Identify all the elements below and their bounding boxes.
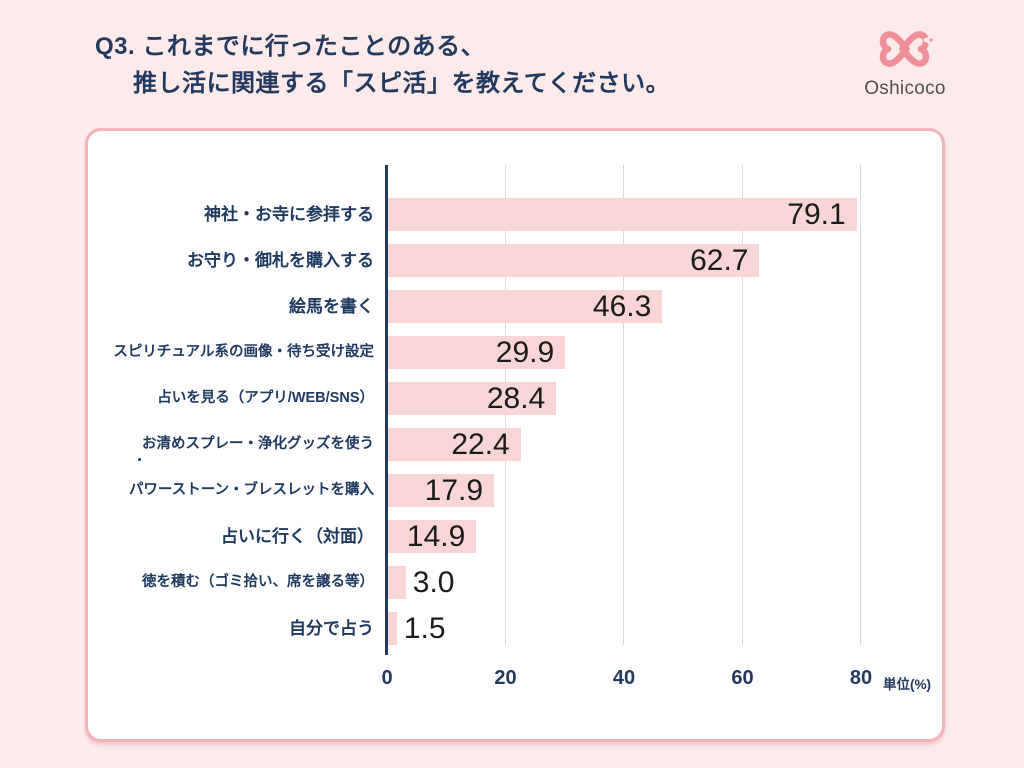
y-axis-line: [385, 165, 388, 655]
category-label: 占いを見る（アプリ/WEB/SNS）: [157, 390, 374, 406]
bar: [388, 520, 477, 553]
category-label: 絵馬を書く: [289, 297, 374, 316]
bar: [388, 244, 760, 277]
gridline-60: [741, 165, 743, 645]
bar: [388, 474, 495, 507]
value-label: 29.9: [495, 336, 555, 369]
value-label: 28.4: [486, 382, 546, 415]
bar: [388, 290, 663, 323]
gridline-80: [860, 165, 861, 645]
category-label: 徳を積む（ゴミ拾い、席を譲る等）: [142, 574, 374, 590]
bar: [388, 336, 566, 369]
heart-infinity-icon: [879, 31, 939, 67]
stray-dot: [138, 458, 141, 461]
x-tick-80: 80: [849, 667, 873, 689]
bar: [388, 566, 406, 599]
bar: [388, 198, 857, 231]
oshicoco-logo: Oshicoco: [860, 26, 950, 100]
page-title: Q3. これまでに行ったことのある、 推し活に関連する「スピ活」を教えてください…: [95, 28, 670, 102]
value-label: 17.9: [424, 474, 484, 507]
x-tick-0: 0: [381, 667, 393, 689]
bar: [388, 428, 521, 461]
category-label: お守り・御札を購入する: [187, 251, 374, 270]
value-label: 14.9: [406, 520, 466, 553]
bar: [388, 612, 397, 645]
chart-card: 単位(%) 0 20 40 60 80 神社・お寺に参拝する 79.1 お守り・御札を購入する…: [85, 128, 945, 742]
category-label: 占いに行く（対面）: [221, 527, 374, 546]
value-label: 62.7: [690, 244, 749, 277]
value-label: 3.0: [412, 566, 455, 599]
value-label: 1.5: [403, 612, 446, 645]
category-label: スピリチュアル系の画像・待ち受け設定: [113, 344, 374, 360]
value-label: 22.4: [451, 428, 510, 461]
oshicoco-logo-text: Oshicoco: [864, 78, 946, 99]
value-label: 79.1: [787, 198, 846, 231]
bar-chart: 単位(%) 0 20 40 60 80 神社・お寺に参拝する 79.1 お守り・御札を購入する…: [88, 131, 942, 739]
category-label: パワーストーン・ブレスレットを購入: [128, 482, 374, 498]
x-tick-40: 40: [612, 667, 636, 689]
title-line-1: Q3. これまでに行ったことのある、: [95, 33, 486, 60]
bar: [388, 382, 557, 415]
gridline-40: [623, 165, 624, 645]
x-tick-20: 20: [494, 667, 517, 689]
category-label: 自分で占う: [289, 619, 374, 638]
title-line-2: 推し活に関連する「スピ活」を教えてください。: [133, 70, 671, 97]
unit-label: 単位(%): [883, 677, 931, 692]
value-label: 46.3: [592, 290, 652, 323]
category-label: 神社・お寺に参拝する: [204, 205, 374, 224]
category-label: お清めスプレー・浄化グッズを使う: [142, 436, 374, 452]
x-tick-60: 60: [731, 667, 754, 689]
